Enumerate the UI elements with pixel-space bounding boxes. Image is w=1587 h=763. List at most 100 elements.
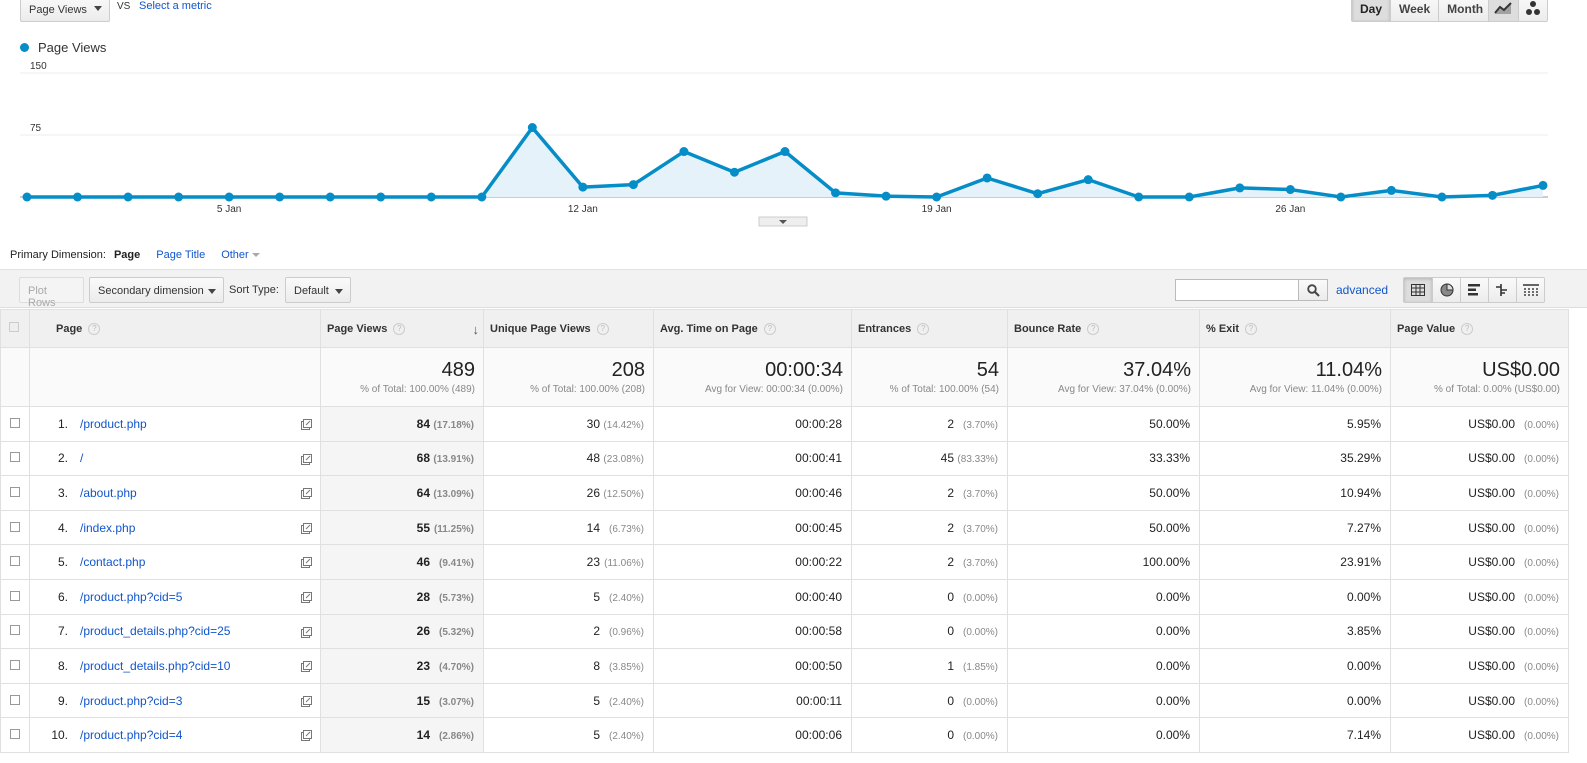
period-day-button[interactable]: Day xyxy=(1352,0,1392,21)
external-link-icon[interactable] xyxy=(301,419,312,433)
help-icon[interactable]: ? xyxy=(393,322,406,335)
col-header-page[interactable]: Page? xyxy=(29,309,321,348)
page-link[interactable]: /contact.php xyxy=(80,555,146,570)
page-link[interactable]: /product_details.php?cid=25 xyxy=(80,624,231,639)
table-row: 5. /contact.php 46 (9.41%) 23 (11.06%) 00:00:2… xyxy=(0,544,1569,580)
page-link[interactable]: /product.php?cid=4 xyxy=(80,728,183,743)
page-link[interactable]: /product.php?cid=3 xyxy=(80,693,183,708)
col-header-avg-time[interactable]: Avg. Time on Page? xyxy=(653,309,852,348)
row-checkbox[interactable] xyxy=(10,417,20,428)
help-icon[interactable]: ? xyxy=(596,322,609,335)
sort-type-dropdown[interactable]: Default xyxy=(285,277,351,303)
help-icon[interactable]: ? xyxy=(1245,322,1258,335)
unique-page-views-value: 26 xyxy=(586,485,600,500)
page-link[interactable]: /index.php xyxy=(80,520,136,535)
external-link-icon[interactable] xyxy=(301,453,312,468)
advanced-filter-link[interactable]: advanced xyxy=(1336,283,1389,297)
row-checkbox[interactable] xyxy=(10,486,20,497)
help-icon[interactable]: ? xyxy=(763,322,776,335)
page-link[interactable]: / xyxy=(80,451,84,466)
data-table-icon[interactable] xyxy=(1404,278,1432,302)
external-link-icon[interactable] xyxy=(301,557,312,571)
data-point xyxy=(881,191,891,201)
page-views-cell: 68 (13.91%) xyxy=(320,440,484,477)
row-checkbox-cell xyxy=(0,717,30,753)
col-header-unique-page-views[interactable]: Unique Page Views? xyxy=(483,309,654,348)
help-icon[interactable]: ? xyxy=(917,322,930,335)
search-button[interactable] xyxy=(1298,279,1328,301)
dimension-page-title-link[interactable]: Page Title xyxy=(156,249,206,261)
page-link[interactable]: /product_details.php?cid=10 xyxy=(80,658,231,673)
pivot-icon[interactable] xyxy=(1516,278,1544,302)
row-checkbox[interactable] xyxy=(10,556,20,567)
external-link-icon[interactable] xyxy=(301,695,312,710)
page-link[interactable]: /product.php xyxy=(80,416,147,431)
page-views-pct: (17.18%) xyxy=(433,419,474,431)
col-header-bounce-rate[interactable]: Bounce Rate? xyxy=(1007,309,1200,348)
page-value-pct: (0.00%) xyxy=(1523,419,1559,431)
help-icon[interactable]: ? xyxy=(88,322,101,335)
dimension-other-dropdown[interactable]: Other xyxy=(221,249,260,261)
col-header-entrances[interactable]: Entrances? xyxy=(851,309,1008,348)
col-header-exit[interactable]: % Exit? xyxy=(1199,309,1391,348)
external-link-icon[interactable] xyxy=(301,522,312,537)
page-views-pct: (5.32%) xyxy=(438,627,474,639)
bar-chart-icon[interactable] xyxy=(1460,278,1488,302)
row-checkbox[interactable] xyxy=(10,694,20,705)
unique-page-views-pct: (23.08%) xyxy=(603,454,644,466)
col-header-page-views[interactable]: Page Views? ↓ xyxy=(320,309,484,348)
period-month-button[interactable]: Month xyxy=(1439,0,1492,21)
plot-rows-button[interactable]: Plot Rows xyxy=(19,277,84,309)
page-views-cell: 84 (17.18%) xyxy=(320,406,484,442)
chevron-down-icon xyxy=(779,220,787,224)
total-sub: % of Total: 0.00% (US$0.00) xyxy=(1434,384,1560,395)
unique-page-views-pct: (12.50%) xyxy=(603,488,644,500)
entrances-pct: (1.85%) xyxy=(962,661,998,673)
row-checkbox[interactable] xyxy=(10,521,20,532)
row-checkbox[interactable] xyxy=(10,659,20,670)
row-checkbox[interactable] xyxy=(10,625,20,636)
secondary-dimension-dropdown[interactable]: Secondary dimension xyxy=(89,277,224,303)
col-header-page-value[interactable]: Page Value? xyxy=(1390,309,1569,348)
page-views-cell: 55 (11.25%) xyxy=(320,509,484,546)
page-value-value: US$0.00 xyxy=(1468,589,1515,604)
total-value: US$0.00 xyxy=(1482,359,1560,381)
comparison-icon[interactable] xyxy=(1488,278,1516,302)
external-link-icon[interactable] xyxy=(301,730,312,744)
external-link-icon[interactable] xyxy=(301,488,312,502)
help-icon[interactable]: ? xyxy=(1087,322,1100,335)
row-checkbox[interactable] xyxy=(10,452,20,463)
row-number: 5. xyxy=(57,555,68,570)
external-link-icon[interactable] xyxy=(301,626,312,641)
help-icon[interactable]: ? xyxy=(1461,322,1474,335)
page-link[interactable]: /about.php xyxy=(80,485,137,500)
external-link-icon[interactable] xyxy=(301,661,312,675)
select-all-checkbox[interactable] xyxy=(9,322,19,332)
page-link[interactable]: /product.php?cid=5 xyxy=(80,589,183,604)
page-views-pct: (11.25%) xyxy=(433,523,474,535)
table-row: 7. /product_details.php?cid=25 26 (5.32%) 2 (… xyxy=(0,613,1569,650)
pie-chart-icon[interactable] xyxy=(1432,278,1460,302)
row-checkbox-cell xyxy=(0,682,30,719)
unique-page-views-cell: 26 (12.50%) xyxy=(483,475,654,511)
line-chart-icon[interactable] xyxy=(1489,0,1518,21)
data-point xyxy=(831,188,841,198)
data-point xyxy=(1386,185,1396,195)
period-week-button[interactable]: Week xyxy=(1391,0,1440,21)
chevron-down-icon xyxy=(251,253,260,257)
table-search-input[interactable] xyxy=(1175,279,1299,301)
total-sub: % of Total: 100.00% (54) xyxy=(889,384,999,395)
metric-dropdown[interactable]: Page Views xyxy=(20,0,110,22)
entrances-cell: 45 (83.33%) xyxy=(851,440,1008,477)
unique-page-views-value: 5 xyxy=(593,693,600,708)
motion-chart-icon[interactable] xyxy=(1517,0,1547,21)
select-metric-link[interactable]: Select a metric xyxy=(139,0,212,12)
page-views-cell: 64 (13.09%) xyxy=(320,475,484,511)
external-link-icon[interactable] xyxy=(301,591,312,606)
unique-page-views-cell: 5 (2.40%) xyxy=(483,682,654,719)
entrances-value: 2 xyxy=(947,485,954,500)
row-checkbox[interactable] xyxy=(10,729,20,740)
y-tick-label: 150 xyxy=(30,61,47,72)
page-value-value: US$0.00 xyxy=(1468,555,1515,570)
row-checkbox[interactable] xyxy=(10,590,20,601)
